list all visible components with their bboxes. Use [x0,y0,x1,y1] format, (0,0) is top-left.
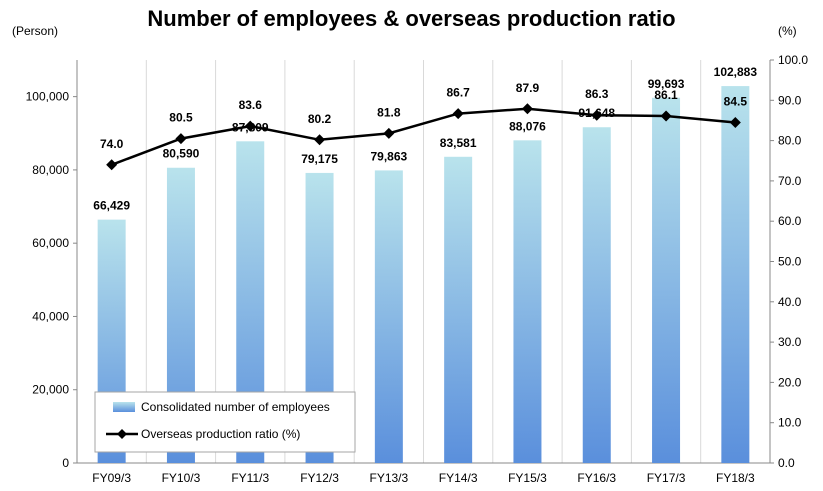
category-label: FY15/3 [508,471,547,485]
legend-label-employees: Consolidated number of employees [141,400,330,414]
legend-marker [117,429,127,439]
right-tick-label: 100.0 [778,53,808,67]
legend: Consolidated number of employees Overseas… [94,391,356,453]
ratio-point [383,127,395,139]
category-label: FY12/3 [300,471,339,485]
ratio-point [521,103,533,115]
right-tick-label: 30.0 [778,335,802,349]
legend-bar-swatch [113,402,135,412]
ratio-point [314,134,326,146]
employee-data-label: 88,076 [509,119,546,133]
category-label: FY18/3 [716,471,755,485]
ratio-data-label: 81.8 [377,105,401,119]
right-tick-label: 20.0 [778,375,802,389]
employee-bar [721,86,750,463]
left-tick-label: 20,000 [32,383,69,397]
ratio-data-label: 86.1 [654,88,678,102]
ratio-point [729,116,741,128]
right-tick-label: 0.0 [778,456,795,470]
chart-title: Number of employees & overseas productio… [147,6,676,31]
ratio-data-label: 84.5 [724,94,748,108]
employee-bar [652,97,681,463]
ratio-point [660,110,672,122]
employee-bar [374,170,403,463]
employee-data-label: 66,429 [93,199,130,213]
ratio-point [591,109,603,121]
left-tick-label: 80,000 [32,163,69,177]
ratio-line [111,107,736,166]
employee-bar [513,140,542,463]
left-tick-label: 60,000 [32,236,69,250]
ratio-data-label: 74.0 [100,137,124,151]
category-label: FY13/3 [369,471,408,485]
legend-box [94,391,356,453]
employee-data-label: 79,863 [370,149,407,163]
ratio-point [106,159,118,171]
category-label: FY09/3 [92,471,131,485]
ratio-data-label: 87.9 [516,81,540,95]
ratio-point [452,108,464,120]
category-label: FY11/3 [231,471,269,485]
employee-bar [444,156,473,463]
right-tick-label: 40.0 [778,295,802,309]
category-label: FY14/3 [439,471,478,485]
ratio-data-label: 80.5 [169,111,193,125]
left-tick-label: 0 [62,456,69,470]
ratio-point [244,120,256,132]
left-tick-label: 40,000 [32,309,69,323]
ratio-data-label: 80.2 [308,112,332,126]
right-tick-label: 60.0 [778,214,802,228]
category-label: FY16/3 [577,471,616,485]
ratio-data-label: 86.7 [446,86,470,100]
employee-data-label: 79,175 [301,152,338,166]
ratio-data-label: 83.6 [239,98,263,112]
category-label: FY10/3 [162,471,201,485]
left-tick-label: 100,000 [26,90,70,104]
employee-data-label: 80,590 [163,147,200,161]
employee-data-label: 102,883 [714,65,758,79]
right-tick-label: 50.0 [778,255,802,269]
category-label: FY17/3 [647,471,686,485]
legend-label-ratio: Overseas production ratio (%) [141,427,300,441]
right-tick-label: 80.0 [778,134,802,148]
employee-data-label: 99,693 [648,77,685,91]
right-tick-label: 10.0 [778,416,802,430]
right-axis-unit: (%) [778,24,797,38]
right-tick-label: 70.0 [778,174,802,188]
right-tick-label: 90.0 [778,93,802,107]
ratio-point [175,133,187,145]
left-axis-unit: (Person) [12,24,59,38]
ratio-data-label: 86.3 [585,87,609,101]
employee-data-label: 83,581 [440,136,477,150]
employee-bar [582,127,611,464]
